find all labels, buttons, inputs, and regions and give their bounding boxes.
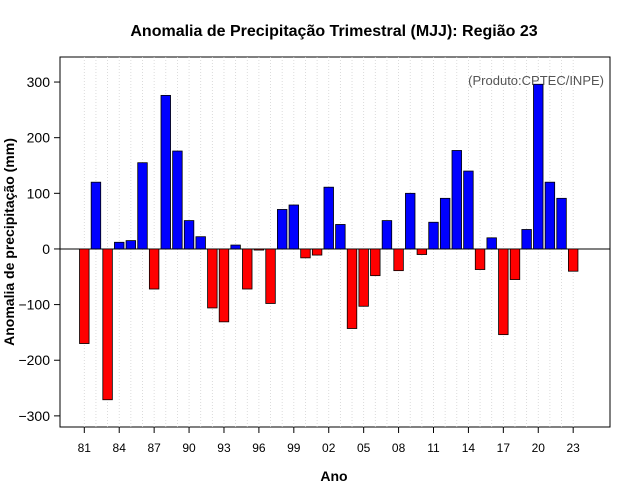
y-tick-label: 0 xyxy=(42,241,50,257)
bar-1987 xyxy=(148,248,160,290)
bar-2020 xyxy=(533,83,544,250)
bar-2019 xyxy=(521,229,532,250)
bar-2007 xyxy=(381,220,393,250)
bar-2006 xyxy=(370,248,381,277)
x-tick-label: 20 xyxy=(532,441,546,455)
x-tick-label: 81 xyxy=(78,441,92,455)
bar-2009 xyxy=(405,192,416,250)
y-tick-label: −100 xyxy=(18,297,50,313)
bar-2003 xyxy=(335,224,346,250)
x-tick-label: 84 xyxy=(113,441,127,455)
bar-1985 xyxy=(125,240,137,250)
x-axis: 81 84 87 90 93 96 99 02 05 08 11 14 17 20 23 xyxy=(78,427,581,455)
bar-1994 xyxy=(230,244,241,250)
bar-1982 xyxy=(90,181,102,250)
x-tick-label: 05 xyxy=(357,441,371,455)
bar-2017 xyxy=(498,248,509,336)
y-tick-label: −200 xyxy=(18,352,50,368)
bar-1984 xyxy=(114,241,125,250)
chart-title: Anomalia de Precipitação Trimestral (MJJ… xyxy=(130,23,537,40)
bars xyxy=(79,83,579,401)
source-annotation: (Produto:CPTEC/INPE) xyxy=(468,73,604,88)
x-tick-label: 11 xyxy=(427,441,440,455)
x-tick-label: 93 xyxy=(217,441,231,455)
y-tick-label: −300 xyxy=(18,408,50,424)
bar-1997 xyxy=(265,248,276,304)
bar-2008 xyxy=(393,248,404,272)
bar-1983 xyxy=(102,248,113,401)
bar-2004 xyxy=(346,248,358,329)
bar-2022 xyxy=(556,197,567,250)
x-tick-label: 02 xyxy=(322,441,336,455)
bar-2016 xyxy=(486,237,497,250)
plot-frame xyxy=(59,56,611,428)
x-tick-label: 96 xyxy=(252,441,266,455)
x-tick-label: 99 xyxy=(287,441,301,455)
x-tick-label: 17 xyxy=(497,441,511,455)
x-tick-label: 23 xyxy=(567,441,581,455)
bar-2014 xyxy=(463,170,474,250)
bar-1996 xyxy=(253,248,265,251)
bar-1999 xyxy=(288,204,299,250)
x-tick-label: 87 xyxy=(147,441,161,455)
bar-2013 xyxy=(451,150,462,250)
bar-2015 xyxy=(474,248,486,270)
bar-2023 xyxy=(568,248,579,272)
x-tick-label: 90 xyxy=(182,441,196,455)
x-axis-label: Ano xyxy=(320,468,347,484)
bar-2005 xyxy=(358,248,369,307)
x-tick-label: 14 xyxy=(462,441,476,455)
y-tick-label: 300 xyxy=(27,74,51,90)
x-tick-label: 08 xyxy=(392,441,406,455)
y-axis-label: Anomalia de precipitação (mm) xyxy=(1,138,17,346)
bar-2018 xyxy=(509,248,521,280)
bar-2021 xyxy=(544,181,556,250)
bar-2010 xyxy=(416,248,428,255)
bar-1998 xyxy=(277,209,288,250)
bar-2000 xyxy=(300,248,311,259)
bar-1988 xyxy=(160,94,171,250)
bar-2002 xyxy=(323,186,334,250)
bar-1990 xyxy=(183,220,195,250)
bar-1991 xyxy=(195,236,206,250)
bar-1995 xyxy=(242,248,253,290)
bar-1986 xyxy=(137,162,148,250)
bar-1989 xyxy=(172,150,183,250)
bar-2012 xyxy=(439,197,451,250)
bar-1992 xyxy=(207,248,218,309)
y-tick-label: 200 xyxy=(27,130,51,146)
bar-1981 xyxy=(79,248,90,344)
bar-1993 xyxy=(218,248,230,323)
y-tick-label: 100 xyxy=(27,185,51,201)
bar-2001 xyxy=(311,248,323,256)
bar-2011 xyxy=(428,221,439,250)
y-axis: −300 −200 −100 0 100 200 300 xyxy=(18,74,60,424)
